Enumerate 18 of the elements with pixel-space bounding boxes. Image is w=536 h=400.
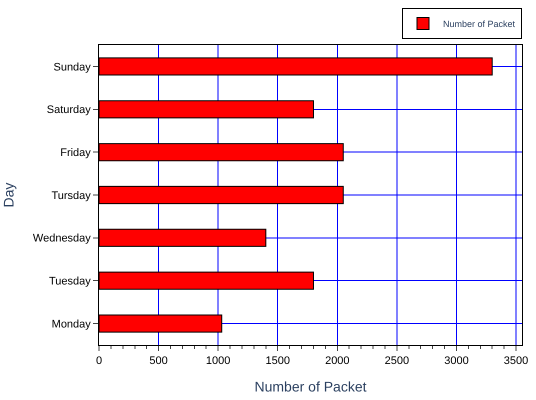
y-tick-label: Monday [52,318,92,330]
y-tick-label: Sunday [53,61,92,74]
y-axis-title: Day [0,182,17,208]
x-tick-label: 3500 [504,355,528,368]
x-tick-label: 2500 [384,355,410,368]
x-tick-label: 1000 [206,355,230,368]
x-tick-label: 1500 [265,355,290,368]
x-tick-label: 0 [96,355,102,368]
x-tick-label: 500 [149,355,168,368]
y-tick-label: Wednesday [32,232,92,245]
y-tick-label: Friday [60,146,92,159]
y-tick-label: Tursday [51,190,92,202]
y-tick-label: Saturday [46,104,92,116]
x-axis-title: Number of Packet [254,378,367,394]
legend-label: Number of Packet [443,19,516,30]
x-tick-label: 2000 [325,355,350,368]
y-tick-label: Tuesday [49,276,92,288]
x-tick-label: 3000 [444,355,469,368]
